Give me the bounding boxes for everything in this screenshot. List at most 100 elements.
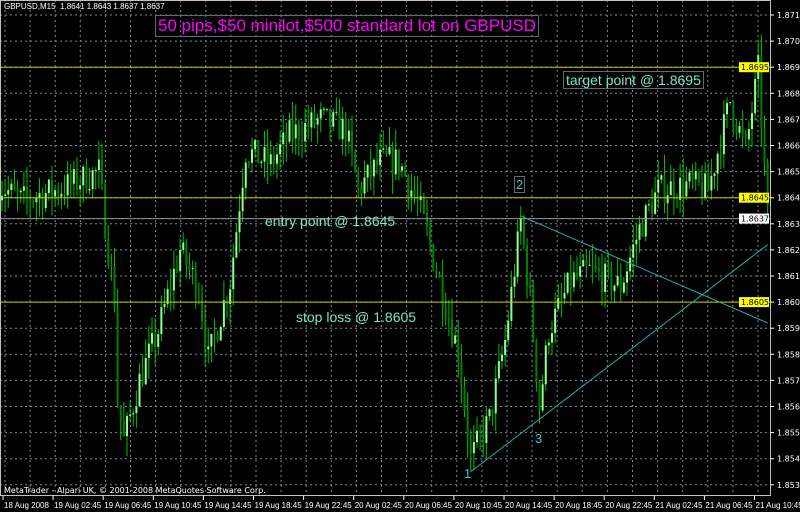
candle <box>519 206 522 245</box>
candle-body <box>763 127 766 163</box>
candle-body <box>444 308 447 319</box>
x-tick-label: 19 Aug 10:45 <box>154 501 202 510</box>
candle <box>76 156 78 197</box>
candle-body <box>47 179 50 194</box>
entry-label[interactable]: entry point @ 1.8645 <box>265 213 396 229</box>
candle <box>482 414 485 457</box>
candle-body <box>201 298 203 321</box>
candle-body <box>60 193 63 197</box>
candle <box>285 122 288 162</box>
candle <box>276 142 278 179</box>
y-tick-label: 1.8565 <box>777 403 800 412</box>
x-tick-label: 20 Aug 14:45 <box>505 501 553 510</box>
y-tick-label: 1.8705 <box>777 37 800 46</box>
candle-body <box>366 164 369 178</box>
candle <box>557 283 560 312</box>
candle-body <box>526 245 528 286</box>
wave-3-label[interactable]: 3 <box>535 431 543 446</box>
candle-body <box>97 159 100 171</box>
candle <box>60 182 63 210</box>
candle <box>344 111 347 157</box>
candle <box>457 319 460 378</box>
candle <box>760 34 763 147</box>
candle <box>554 292 557 344</box>
candle-body <box>569 272 572 288</box>
candle <box>638 215 641 253</box>
symbol-label: GBPUSD,M15 <box>4 2 56 11</box>
candle <box>516 219 519 284</box>
candle-body <box>222 300 225 328</box>
candle <box>110 253 113 281</box>
candle-body <box>57 190 60 197</box>
candle-body <box>729 102 732 104</box>
candle-body <box>469 439 472 454</box>
x-tick-label: 19 Aug 14:45 <box>204 501 252 510</box>
price-level-box <box>739 62 769 73</box>
candle <box>10 178 13 198</box>
candle-body <box>413 190 416 197</box>
y-tick-label: 1.8545 <box>777 455 800 464</box>
candle-body <box>232 257 235 290</box>
candle <box>476 416 478 449</box>
candle <box>216 331 219 343</box>
wave-2-label[interactable]: 2 <box>514 176 526 193</box>
y-tick-label: 1.8635 <box>777 220 800 229</box>
candle-body <box>613 285 616 292</box>
chart-title[interactable]: 50 pips,$50 minilot,$500 standard lot on… <box>155 15 540 37</box>
candle-body <box>532 287 535 340</box>
candle-body <box>219 327 222 341</box>
candle <box>204 304 207 367</box>
candle-body <box>479 430 482 433</box>
candle <box>169 268 172 312</box>
candle-body <box>82 166 85 186</box>
y-tick-label: 1.8665 <box>777 142 800 151</box>
candle-body <box>63 193 66 196</box>
candle-body <box>263 147 266 162</box>
candle <box>332 108 335 131</box>
candle-body <box>216 333 219 341</box>
candle-body <box>451 319 453 344</box>
candle <box>297 119 300 157</box>
candle <box>597 256 600 281</box>
candle-body <box>210 333 213 347</box>
candle <box>744 130 747 146</box>
y-tick-label: 1.8595 <box>777 324 800 333</box>
candle-body <box>341 118 344 140</box>
candle <box>282 114 285 165</box>
candle <box>651 188 653 221</box>
stop-loss-label[interactable]: stop loss @ 1.8605 <box>296 309 417 325</box>
candle <box>101 143 103 191</box>
candle-body <box>319 109 322 119</box>
candles <box>1 34 769 472</box>
y-tick-label: 1.8675 <box>777 115 800 124</box>
candle-body <box>107 238 110 264</box>
candle <box>635 222 638 265</box>
target-label[interactable]: target point @ 1.8695 <box>563 71 704 89</box>
candle <box>141 354 144 388</box>
candle <box>35 192 38 222</box>
candle <box>260 159 263 168</box>
candle <box>354 149 357 173</box>
candle-body <box>344 118 347 142</box>
candle <box>235 223 238 259</box>
x-tick-label: 21 Aug 02:45 <box>655 501 703 510</box>
candle-body <box>104 184 107 239</box>
candle <box>244 158 247 201</box>
candle <box>416 176 419 217</box>
candle-body <box>332 112 335 127</box>
candle <box>238 194 241 253</box>
candle <box>16 179 19 212</box>
wave-1-label[interactable]: 1 <box>464 466 472 481</box>
candle-body <box>679 177 682 200</box>
candle <box>694 161 697 191</box>
candle <box>619 263 622 302</box>
candle <box>547 338 550 355</box>
candle-body <box>266 147 269 165</box>
candle <box>688 169 691 189</box>
candle-body <box>697 171 700 183</box>
candle <box>304 108 307 153</box>
candle-body <box>426 213 428 228</box>
candle-body <box>572 272 575 288</box>
candle-body <box>172 268 175 291</box>
